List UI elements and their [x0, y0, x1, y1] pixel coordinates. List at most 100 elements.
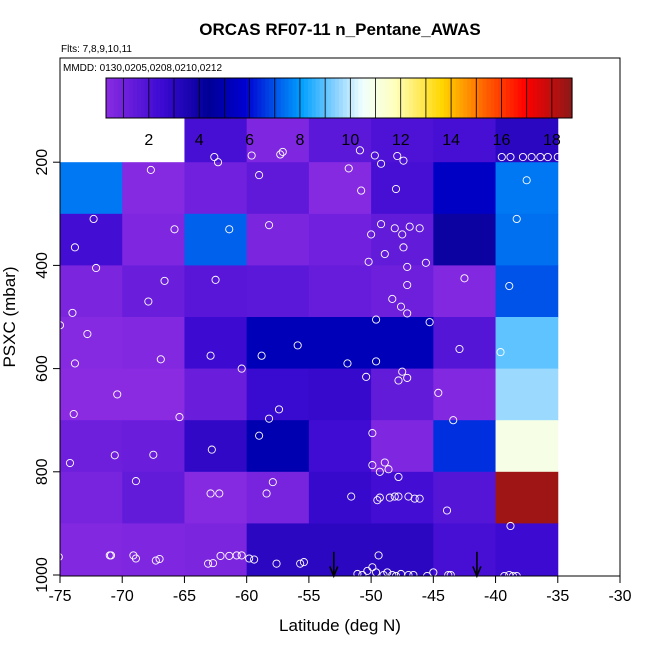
- colorbar-segment: [109, 78, 115, 118]
- sample-point: [446, 570, 455, 580]
- colorbar-segment: [261, 78, 266, 118]
- sample-point: [384, 465, 393, 474]
- x-tick-label: -65: [173, 588, 196, 605]
- colorbar-segment: [529, 78, 534, 118]
- sample-point: [399, 156, 408, 165]
- sample-point: [388, 294, 397, 303]
- sample-point: [403, 262, 412, 271]
- heatmap-cell: [122, 420, 185, 473]
- colorbar-segment: [249, 78, 255, 118]
- sample-point: [131, 554, 140, 563]
- sample-point: [245, 554, 254, 563]
- colorbar-segment: [168, 78, 173, 118]
- sample-point: [156, 355, 165, 364]
- colorbar-segment: [471, 78, 476, 118]
- sample-point: [358, 570, 367, 580]
- sample-point: [372, 315, 381, 324]
- colorbar-segment: [509, 78, 515, 118]
- colorbar-segment: [560, 78, 565, 118]
- heatmap-cell: [60, 265, 123, 318]
- colorbar-segment: [525, 78, 530, 118]
- x-tick-label: -50: [360, 588, 383, 605]
- heatmap-cell: [246, 368, 310, 421]
- sample-point: [151, 556, 160, 565]
- heatmap-cell: [122, 213, 185, 266]
- sample-point: [250, 555, 259, 564]
- sample-point: [390, 492, 399, 501]
- heatmap-cell: [433, 110, 497, 163]
- colorbar-segment: [366, 78, 371, 118]
- x-axis: -75 -70 -65 -60 -55 -50 -45 -40 -35 -30: [48, 576, 632, 605]
- heatmap-cell: [308, 368, 372, 421]
- sample-point: [410, 494, 419, 503]
- sample-point: [296, 559, 305, 568]
- colorbar-segment: [203, 78, 208, 118]
- colorbar-segment: [140, 78, 146, 118]
- heatmap-cell: [308, 471, 372, 524]
- sample-point: [496, 348, 505, 357]
- y-tick-label: 200: [34, 149, 51, 176]
- heatmap-cell: [122, 162, 185, 215]
- colorbar-tick-label: 2: [144, 132, 153, 149]
- x-tick-label: -70: [111, 588, 134, 605]
- sample-point: [131, 477, 140, 486]
- sample-point: [206, 351, 215, 360]
- sample-point: [460, 274, 469, 283]
- heatmap-cell: [495, 368, 559, 421]
- sample-point: [225, 225, 234, 234]
- colorbar-segment: [401, 78, 406, 118]
- colorbar-segment: [513, 78, 519, 118]
- sample-point: [204, 559, 213, 568]
- colorbar-segment: [280, 78, 286, 118]
- sample-point: [215, 489, 224, 498]
- heatmap-cell: [60, 471, 123, 524]
- heatmap-cell: [495, 110, 559, 163]
- sample-point: [394, 376, 403, 385]
- colorbar-segment: [276, 78, 282, 118]
- colorbar-segment: [241, 78, 247, 118]
- y-tick-label: 600: [34, 355, 51, 382]
- colorbar-segment: [311, 78, 317, 118]
- x-tick-label: -35: [546, 588, 569, 605]
- heatmap-cell: [60, 523, 123, 576]
- colorbar-segment: [486, 78, 492, 118]
- heatmap-cell: [371, 523, 434, 576]
- sample-point: [232, 551, 241, 560]
- sample-point: [506, 521, 515, 531]
- colorbar-segment: [148, 78, 154, 118]
- heatmap-cell: [495, 213, 559, 266]
- colorbar-segment: [152, 78, 158, 118]
- colorbar-segment: [288, 78, 293, 118]
- sample-point: [409, 570, 418, 580]
- colorbar-segment: [420, 78, 426, 118]
- colorbar-segment: [521, 78, 526, 118]
- colorbar-tick-label: 18: [543, 132, 561, 149]
- sample-point: [149, 450, 158, 459]
- sample-point: [69, 409, 78, 419]
- sample-point: [355, 146, 364, 155]
- sample-point: [375, 467, 384, 476]
- sample-point: [522, 176, 531, 185]
- heatmap-cell: [371, 317, 434, 370]
- sample-point: [444, 570, 453, 580]
- heatmap-cell: [371, 110, 434, 163]
- colorbar-segment: [393, 78, 398, 118]
- colorbar-segment: [269, 78, 274, 118]
- sample-point: [394, 472, 403, 482]
- heatmap-cell: [184, 317, 248, 370]
- sample-point: [527, 152, 536, 162]
- colorbar-segment: [544, 78, 550, 118]
- sample-point: [374, 551, 383, 560]
- heatmap-cell: [495, 265, 559, 318]
- y-axis-label: PSXC (mbar): [0, 266, 19, 367]
- heatmap-cell: [246, 265, 310, 318]
- colorbar-segment: [144, 78, 150, 118]
- colorbar-segment: [129, 78, 134, 118]
- colorbar-tick-label: 14: [442, 132, 460, 149]
- heatmap-cell: [246, 471, 310, 524]
- heatmap-cell: [122, 265, 185, 318]
- heatmap-cell: [246, 317, 310, 370]
- colorbar-segment: [436, 78, 441, 118]
- sample-point: [83, 329, 92, 339]
- heatmap-cell: [308, 265, 372, 318]
